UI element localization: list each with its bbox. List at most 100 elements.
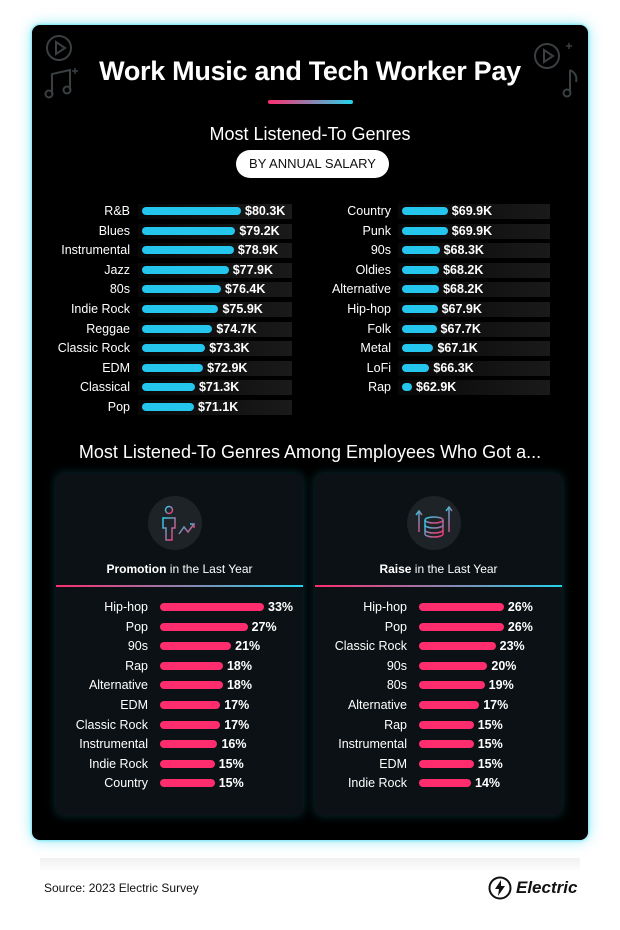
bar [142, 207, 241, 215]
row-highlight [398, 380, 550, 396]
value-label: $80.3K [245, 204, 286, 218]
bar [160, 622, 248, 631]
value-label: 17% [224, 717, 250, 732]
chart-row: Hip-hop 26% [315, 598, 562, 617]
category-label: Metal [360, 341, 391, 356]
chart-row: Instrumental 15% [315, 735, 562, 754]
bar [160, 603, 264, 611]
value-label: $62.9K [416, 380, 457, 395]
chart-row: Rap $62.9K [300, 378, 550, 397]
chart-row: Rap 18% [56, 657, 303, 676]
bar [160, 661, 223, 670]
value-label: 18% [226, 678, 252, 693]
category-label: Oldies [355, 262, 391, 277]
category-label: Instrumental [61, 243, 130, 258]
value-label: $67.7K [440, 321, 481, 336]
category-label: 80s [386, 678, 407, 693]
chart-row: Country $69.9K [300, 202, 550, 221]
chart-row: Rap 15% [315, 716, 562, 735]
value-label: 15% [218, 756, 244, 771]
row-highlight [398, 360, 550, 376]
value-label: $67.1K [437, 341, 478, 356]
value-label: 15% [477, 756, 503, 771]
value-label: $68.2K [443, 262, 484, 277]
chart-row: Blues $79.2K [40, 222, 292, 241]
bar [160, 681, 223, 690]
value-label: $79.2K [239, 223, 280, 238]
category-label: Indie Rock [88, 756, 148, 771]
chart-row: EDM $72.9K [40, 359, 292, 378]
bar [419, 701, 480, 709]
category-label: EDM [120, 698, 148, 712]
value-label: $69.9K [451, 204, 493, 218]
bar [160, 701, 221, 709]
value-label: $77.9K [232, 262, 274, 277]
lightning-bolt-icon [488, 876, 512, 900]
chart-row: Folk $67.7K [300, 320, 550, 339]
bar [402, 305, 438, 313]
bar [419, 779, 471, 788]
value-label: 19% [488, 678, 514, 693]
category-label: EDM [102, 360, 130, 375]
category-label: Pop [384, 619, 407, 634]
footer-fade [40, 858, 580, 872]
value-label: 17% [224, 698, 250, 712]
category-label: EDM [379, 756, 407, 771]
page-title: Work Music and Tech Worker Pay [99, 56, 521, 86]
chart-row: Jazz $77.9K [40, 261, 292, 280]
chart-row: 80s $76.4K [40, 280, 292, 299]
category-label: Reggae [86, 321, 130, 336]
chart-row: Alternative 18% [56, 676, 303, 695]
promotion-panel-title: Promotion in the Last Year [106, 562, 253, 576]
value-label: 18% [226, 658, 252, 673]
category-label: Hip-hop [347, 302, 391, 316]
value-label: 21% [235, 639, 261, 654]
value-label: 15% [477, 717, 503, 732]
bar [160, 642, 232, 651]
bar [419, 740, 474, 749]
chart-row: Indie Rock $75.9K [40, 300, 292, 319]
chart-row: Classic Rock $73.3K [40, 339, 292, 358]
category-label: Pop [125, 619, 148, 634]
value-label: 16% [221, 737, 247, 752]
chart-row: Classic Rock 23% [315, 637, 562, 656]
chart-row: Hip-hop $67.9K [300, 300, 550, 319]
category-label: Pop [107, 400, 130, 414]
bar [402, 383, 412, 392]
chart-row: Classical $71.3K [40, 378, 292, 397]
category-label: Classic Rock [57, 341, 130, 356]
category-label: Hip-hop [363, 600, 407, 614]
category-label: Rap [125, 658, 148, 673]
chart-row: 80s 19% [315, 676, 562, 695]
bar [419, 603, 504, 611]
bar [160, 740, 218, 749]
chart-row: 90s 20% [315, 657, 562, 676]
value-label: 17% [483, 698, 509, 712]
bar [419, 622, 504, 631]
category-label: Punk [362, 223, 392, 238]
bar [142, 344, 206, 353]
employees-section-title: Most Listened-To Genres Among Employees … [78, 442, 542, 462]
category-label: 90s [386, 658, 407, 673]
value-label: $68.3K [443, 243, 484, 258]
promotion-panel: Promotion in the Last Year Hip-hop 33% Pop… [56, 474, 303, 815]
value-label: 15% [218, 776, 244, 791]
chart-row: Alternative 17% [315, 696, 562, 715]
value-label: $74.7K [216, 321, 257, 336]
chart-row: Country 15% [56, 774, 303, 793]
raise-panel-title: Raise in the Last Year [379, 562, 498, 576]
chart-row: Indie Rock 14% [315, 774, 562, 793]
salary-section-title: Most Listened-To Genres [209, 124, 411, 144]
value-label: 23% [499, 639, 525, 654]
category-label: Classic Rock [334, 639, 407, 654]
bar [419, 681, 485, 690]
bar [142, 285, 222, 294]
chart-row: Pop 26% [315, 618, 562, 637]
value-label: $75.9K [222, 302, 263, 316]
category-label: Country [104, 776, 148, 791]
category-label: Folk [367, 321, 391, 336]
value-label: $66.3K [433, 360, 474, 375]
value-label: $71.3K [198, 380, 240, 395]
bar [142, 363, 204, 372]
bar [419, 759, 474, 768]
